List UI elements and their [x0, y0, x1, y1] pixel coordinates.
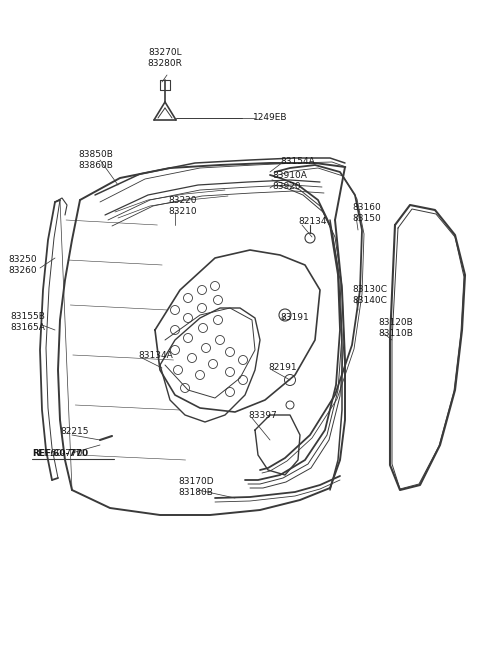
Text: 83250
83260: 83250 83260 — [8, 255, 36, 274]
Text: 83397: 83397 — [248, 411, 277, 419]
Text: REF.60-770: REF.60-770 — [32, 449, 83, 457]
Text: 83134A: 83134A — [138, 350, 173, 360]
Text: 83160
83150: 83160 83150 — [352, 203, 381, 223]
Text: 82191: 82191 — [268, 364, 297, 373]
Text: 82134: 82134 — [298, 217, 326, 227]
Text: 83120B
83110B: 83120B 83110B — [378, 318, 413, 338]
Text: 1249EB: 1249EB — [253, 113, 288, 122]
Text: REF.60-770: REF.60-770 — [32, 449, 88, 457]
Text: 83910A
83920: 83910A 83920 — [272, 172, 307, 191]
Text: 83155B
83165A: 83155B 83165A — [10, 312, 45, 331]
Text: 83270L
83280R: 83270L 83280R — [147, 48, 182, 67]
Text: 83850B
83860B: 83850B 83860B — [78, 150, 113, 170]
Text: 83170D
83180B: 83170D 83180B — [178, 477, 214, 496]
Text: 83220
83210: 83220 83210 — [168, 196, 197, 215]
Text: 83130C
83140C: 83130C 83140C — [352, 286, 387, 305]
Text: 83154A: 83154A — [280, 157, 315, 166]
Text: 82215: 82215 — [60, 428, 88, 436]
Text: 83191: 83191 — [280, 314, 309, 322]
